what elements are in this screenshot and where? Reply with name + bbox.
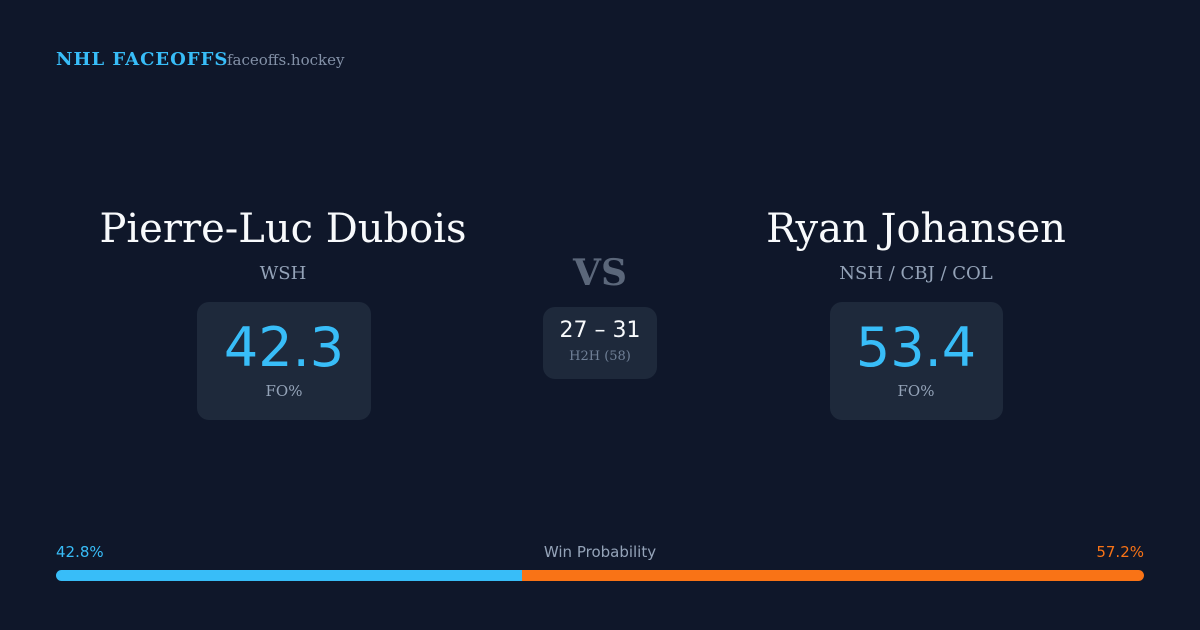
away-probability: 57.2% xyxy=(1096,543,1144,561)
fo-pct: 42.3 xyxy=(223,316,345,379)
site: faceoffs.hockey xyxy=(227,51,345,69)
h2h-count: H2H (58) xyxy=(569,349,631,364)
player-teams: WSH xyxy=(259,263,307,284)
h2h-score: 27 – 31 xyxy=(559,318,641,343)
brand: NHL FACEOFFS xyxy=(56,49,229,70)
stat-box xyxy=(830,302,1003,420)
home-bar xyxy=(56,570,522,581)
win-probability-label: Win Probability xyxy=(543,543,657,561)
home-probability: 42.8% xyxy=(56,543,104,561)
h2h-box xyxy=(543,307,657,379)
player-teams: NSH / CBJ / COL xyxy=(839,263,993,284)
stat-box xyxy=(197,302,371,420)
vs: VS xyxy=(573,252,627,294)
fo-label: FO% xyxy=(265,382,303,400)
fo-pct: 53.4 xyxy=(855,316,977,379)
player-name: Ryan Johansen xyxy=(766,206,1066,252)
player-name: Pierre-Luc Dubois xyxy=(99,206,467,252)
fo-label: FO% xyxy=(897,382,935,400)
away-bar xyxy=(521,570,1144,581)
